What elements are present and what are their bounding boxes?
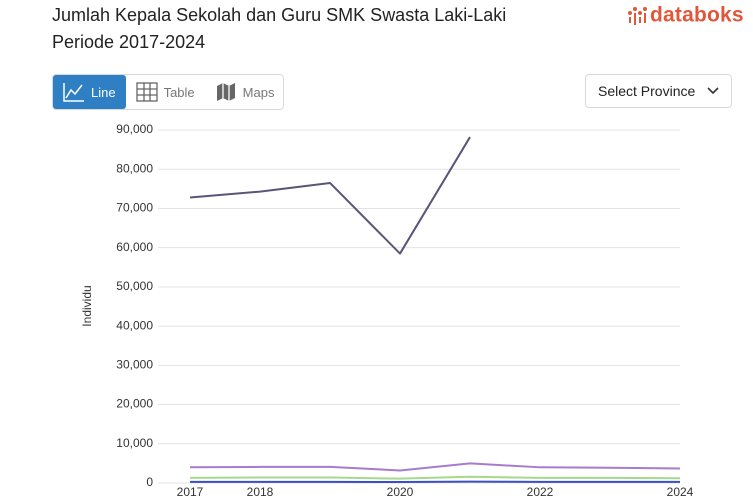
- tab-maps[interactable]: Maps: [205, 75, 285, 109]
- x-tick-label: 2020: [387, 485, 414, 498]
- select-label: Select Province: [598, 83, 696, 99]
- x-tick-label: 2018: [247, 485, 274, 498]
- logo[interactable]: databoks: [626, 3, 744, 27]
- logo-text: databoks: [650, 3, 744, 27]
- y-tick-label: 0: [146, 475, 153, 489]
- y-tick-label: 30,000: [116, 358, 153, 372]
- icon: [63, 83, 84, 102]
- x-tick-label: 2022: [527, 485, 554, 498]
- y-tick-label: 10,000: [116, 436, 153, 450]
- tab-label: Maps: [242, 84, 275, 100]
- icon: [216, 83, 235, 101]
- y-tick-label: 80,000: [116, 161, 153, 175]
- x-tick-label: 2017: [177, 485, 204, 498]
- title: Jumlah Kepala Sekolah dan Guru SMK Swast…: [52, 2, 506, 56]
- title-line: Jumlah Kepala Sekolah dan Guru SMK Swast…: [52, 5, 507, 25]
- province-select[interactable]: Select Province: [585, 74, 732, 108]
- tab-table[interactable]: Table: [126, 75, 205, 109]
- y-tick-label: 90,000: [116, 122, 153, 136]
- y-tick-label: 70,000: [116, 201, 153, 215]
- view-tabs: Line Table Maps: [52, 74, 284, 110]
- y-tick-label: 60,000: [116, 240, 153, 254]
- icon: [135, 82, 158, 102]
- y-tick-label: 20,000: [116, 397, 153, 411]
- tab-line[interactable]: Line: [53, 75, 126, 109]
- x-tick-label: 2024: [667, 485, 694, 498]
- y-axis-label: Individu: [80, 285, 94, 326]
- y-tick-label: 40,000: [116, 318, 153, 332]
- series-line: [189, 136, 471, 255]
- title-line: Periode 2017-2024: [52, 32, 206, 52]
- y-tick-label: 50,000: [116, 279, 153, 293]
- logo-icon: [628, 7, 647, 26]
- tab-label: Table: [163, 84, 195, 100]
- series-line: [189, 475, 681, 480]
- chevron: [707, 87, 719, 95]
- series-line: [189, 462, 681, 472]
- tab-label: Line: [91, 84, 116, 100]
